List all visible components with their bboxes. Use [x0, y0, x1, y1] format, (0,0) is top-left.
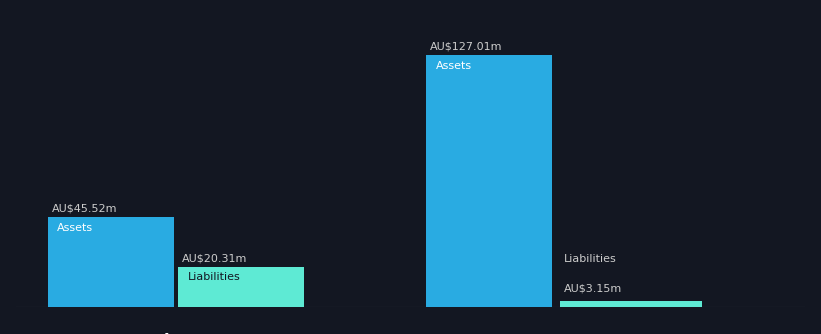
- Text: AU$3.15m: AU$3.15m: [564, 284, 622, 294]
- Bar: [560, 301, 702, 307]
- Text: Liabilities: Liabilities: [564, 254, 617, 264]
- Text: Assets: Assets: [57, 223, 94, 233]
- Text: Liabilities: Liabilities: [187, 272, 241, 282]
- Bar: [178, 267, 304, 307]
- Text: Short Term: Short Term: [153, 333, 256, 334]
- Text: Long Term: Long Term: [426, 333, 524, 334]
- Text: AU$20.31m: AU$20.31m: [182, 254, 247, 264]
- Bar: [48, 217, 174, 307]
- Text: AU$127.01m: AU$127.01m: [430, 41, 502, 51]
- Text: AU$45.52m: AU$45.52m: [52, 203, 117, 213]
- Text: Assets: Assets: [436, 61, 472, 71]
- Bar: [426, 54, 553, 307]
